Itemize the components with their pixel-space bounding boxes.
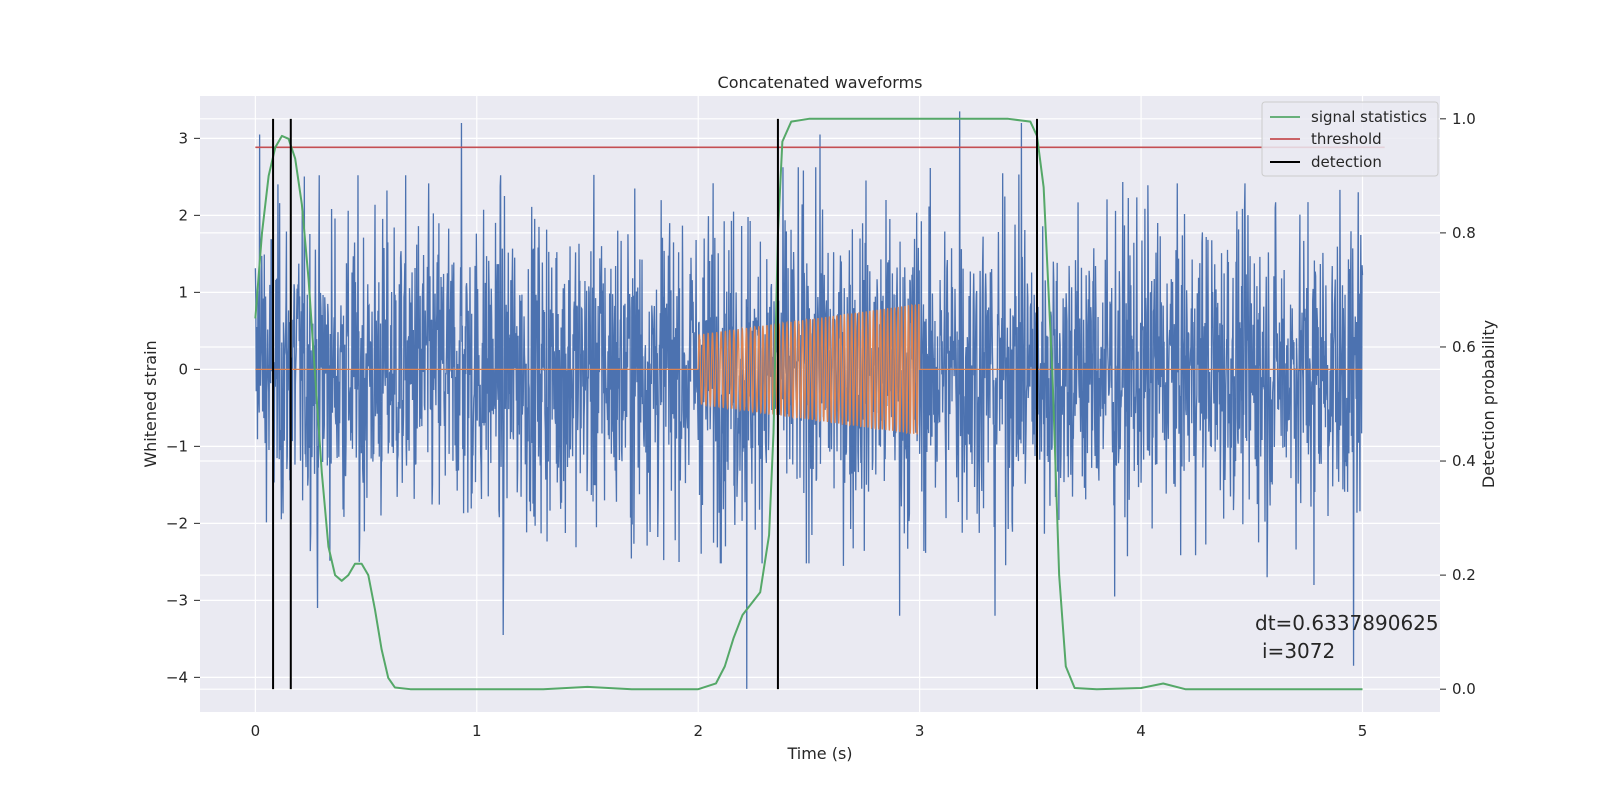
- x-tick-label: 4: [1136, 722, 1146, 740]
- y-axis-right: 0.0 0.2 0.4 0.6 0.8 1.0: [1440, 110, 1476, 698]
- y-tick-label: −2: [166, 514, 188, 532]
- y2-tick-label: 0.8: [1452, 224, 1476, 242]
- y2-tick-label: 0.0: [1452, 680, 1476, 698]
- x-tick-label: 0: [251, 722, 261, 740]
- y2-tick-label: 0.2: [1452, 566, 1476, 584]
- legend-label-threshold: threshold: [1311, 130, 1382, 148]
- annotation-dt: dt=0.6337890625: [1255, 611, 1439, 635]
- y-tick-label: 0: [178, 360, 188, 378]
- x-axis: 0 1 2 3 4 5: [251, 722, 1368, 740]
- legend-box: [1261, 101, 1439, 177]
- series-noise-line: [254, 111, 1364, 689]
- x-tick-label: 3: [915, 722, 925, 740]
- legend: signal statistics threshold detection: [1261, 101, 1439, 177]
- x-tick-label: 5: [1358, 722, 1368, 740]
- y2-tick-label: 1.0: [1452, 110, 1476, 128]
- y-axis-left: −4 −3 −2 −1 0 1 2 3: [166, 129, 200, 686]
- y2-tick-label: 0.4: [1452, 452, 1476, 470]
- y-tick-label: −4: [166, 668, 188, 686]
- annotation-i: i=3072: [1262, 639, 1335, 663]
- legend-label-signal-statistics: signal statistics: [1311, 108, 1427, 126]
- legend-label-detection: detection: [1311, 153, 1382, 171]
- y-tick-label: 3: [178, 129, 188, 147]
- y-tick-label: −1: [166, 437, 188, 455]
- x-axis-title: Time (s): [786, 744, 852, 763]
- y2-axis-title: Detection probability: [1479, 320, 1498, 488]
- y2-tick-label: 0.6: [1452, 338, 1476, 356]
- y-tick-label: 2: [178, 206, 188, 224]
- x-tick-label: 2: [693, 722, 703, 740]
- y-tick-label: 1: [178, 283, 188, 301]
- data-layer: [254, 111, 1385, 691]
- chart-title: Concatenated waveforms: [718, 73, 923, 92]
- series-signal-statistics-line: [254, 117, 1363, 691]
- y-tick-label: −3: [166, 591, 188, 609]
- series-injection-line: [255, 303, 1363, 435]
- y-axis-title: Whitened strain: [141, 340, 160, 467]
- x-tick-label: 1: [472, 722, 482, 740]
